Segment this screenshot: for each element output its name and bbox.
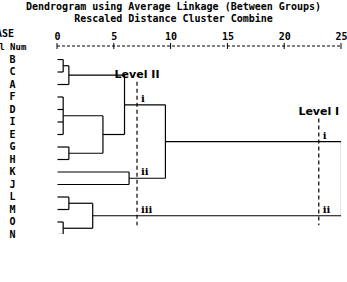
svg-text:CASE: CASE <box>0 28 14 39</box>
svg-text:iii: iii <box>141 204 153 215</box>
svg-text:Level II: Level II <box>115 68 160 81</box>
html-text:Dendrogram using Average Linka: Dendrogram using Average Linkage (Betwee… <box>26 1 321 12</box>
svg-text:H: H <box>10 154 16 165</box>
svg-text:ii: ii <box>141 166 149 177</box>
svg-text:Level I: Level I <box>298 105 339 118</box>
svg-text:Label Num: Label Num <box>0 42 27 52</box>
svg-text:J: J <box>10 179 16 190</box>
svg-text:25: 25 <box>335 31 347 42</box>
svg-text:B: B <box>10 54 16 65</box>
svg-text:M: M <box>10 204 16 215</box>
svg-text:i: i <box>323 130 327 141</box>
html-text:Rescaled Distance Cluster Comb: Rescaled Distance Cluster Combine <box>74 13 273 24</box>
svg-text:N: N <box>10 229 16 240</box>
svg-text:K: K <box>10 166 16 177</box>
svg-text:O: O <box>10 216 16 227</box>
svg-text:i: i <box>141 93 145 104</box>
svg-text:I: I <box>10 116 16 127</box>
svg-text:A: A <box>10 79 16 90</box>
svg-text:ii: ii <box>323 204 331 215</box>
svg-text:F: F <box>10 91 16 102</box>
svg-text:E: E <box>10 129 16 140</box>
svg-text:G: G <box>10 141 16 152</box>
svg-text:L: L <box>10 191 16 202</box>
svg-text:5: 5 <box>111 31 117 42</box>
svg-text:10: 10 <box>165 31 177 42</box>
svg-text:15: 15 <box>222 31 234 42</box>
svg-text:D: D <box>10 104 16 115</box>
svg-text:0: 0 <box>54 31 60 42</box>
svg-text:20: 20 <box>279 31 291 42</box>
svg-text:C: C <box>10 66 16 77</box>
